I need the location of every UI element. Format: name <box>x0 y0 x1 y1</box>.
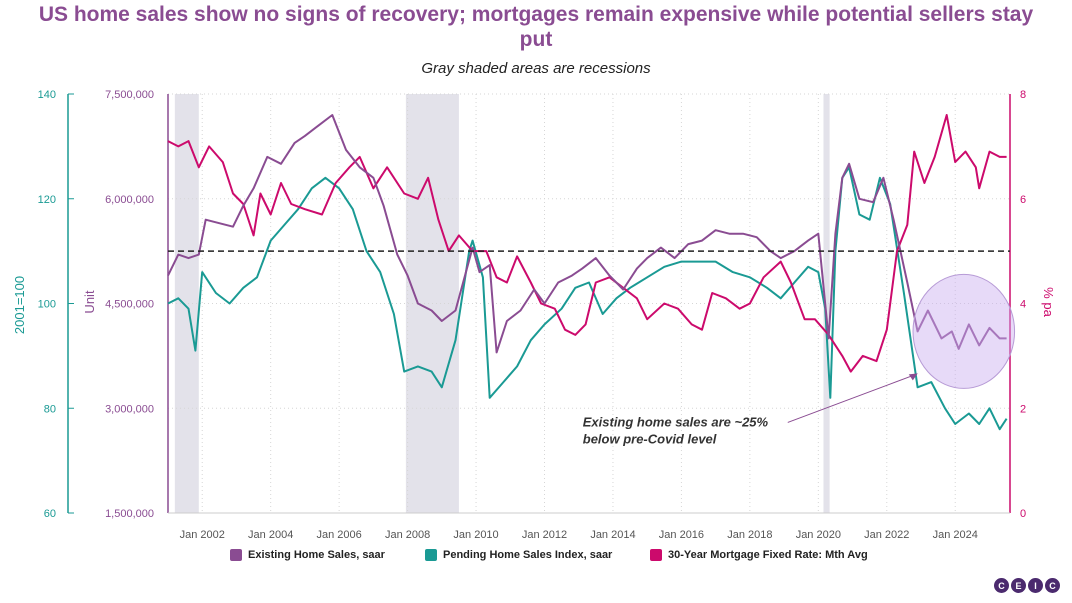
gridlines <box>168 93 1010 514</box>
index-tick-label: 100 <box>38 299 56 311</box>
unit-tick-label: 7,500,000 <box>105 89 154 101</box>
x-tick-label: Jan 2008 <box>385 529 430 541</box>
x-tick-label: Jan 2002 <box>180 529 225 541</box>
unit-tick-label: 4,500,000 <box>105 299 154 311</box>
x-tick-label: Jan 2022 <box>864 529 909 541</box>
unit-tick-label: 6,000,000 <box>105 194 154 206</box>
rate-tick-label: 2 <box>1020 403 1026 415</box>
index-tick-label: 120 <box>38 194 56 206</box>
existing-home-sales-line <box>167 114 1007 354</box>
index-tick-label: 80 <box>44 403 56 415</box>
axes: Jan 2002 Jan 2004 Jan 2006 Jan 2008 Jan 2010… <box>12 89 1056 541</box>
annotation-text: below pre-Covid level <box>583 431 717 446</box>
x-tick-label: Jan 2024 <box>933 529 978 541</box>
rate-tick-label: 6 <box>1020 194 1026 206</box>
legend-label-pending: Pending Home Sales Index, saar <box>443 549 613 561</box>
x-tick-label: Jan 2012 <box>522 529 567 541</box>
unit-tick-label: 3,000,000 <box>105 403 154 415</box>
x-tick-label: Jan 2018 <box>727 529 772 541</box>
recession-band <box>823 94 830 513</box>
rate-tick-label: 0 <box>1020 508 1026 520</box>
legend-label-existing: Existing Home Sales, saar <box>248 549 385 561</box>
legend-item-existing-home-sales[interactable]: Existing Home Sales, saar <box>230 549 385 561</box>
logo-letter: E <box>1011 578 1026 593</box>
legend-swatch-pending <box>425 549 437 561</box>
x-tick-label: Jan 2014 <box>590 529 635 541</box>
unit-tick-label: 1,500,000 <box>105 508 154 520</box>
annotation-layer: Existing home sales are ~25% below pre-Co… <box>168 250 1016 446</box>
index-tick-label: 140 <box>38 89 56 101</box>
rate-tick-label: 4 <box>1020 299 1026 311</box>
highlight-ellipse <box>912 273 1016 389</box>
legend-item-pending-home-sales[interactable]: Pending Home Sales Index, saar <box>425 549 612 561</box>
legend-label-mortgage: 30-Year Mortgage Fixed Rate: Mth Avg <box>668 549 868 561</box>
chart-title: US home sales show no signs of recovery;… <box>38 3 1034 51</box>
rate-axis-title: % pa <box>1041 287 1056 317</box>
logo-letter: I <box>1028 578 1043 593</box>
chart-subtitle: Gray shaded areas are recessions <box>421 60 651 77</box>
ceic-logo: C E I C <box>994 578 1060 593</box>
unit-axis-title: Unit <box>82 290 97 314</box>
legend-item-mortgage-rate[interactable]: 30-Year Mortgage Fixed Rate: Mth Avg <box>650 549 868 561</box>
legend: Existing Home Sales, saar Pending Home S… <box>0 549 1072 569</box>
annotation-arrowhead <box>908 373 918 381</box>
index-tick-label: 60 <box>44 508 56 520</box>
series-lines <box>167 114 1008 431</box>
x-tick-label: Jan 2016 <box>659 529 704 541</box>
annotation-arrow-line <box>787 373 916 423</box>
pending-home-sales-line <box>167 166 1008 431</box>
logo-letter: C <box>1045 578 1060 593</box>
x-tick-label: Jan 2020 <box>796 529 841 541</box>
x-tick-label: Jan 2006 <box>317 529 362 541</box>
legend-swatch-mortgage <box>650 549 662 561</box>
rate-tick-label: 8 <box>1020 89 1026 101</box>
mortgage-rate-line <box>167 114 1007 373</box>
x-tick-label: Jan 2004 <box>248 529 293 541</box>
annotation-text: Existing home sales are ~25% <box>583 414 769 429</box>
legend-swatch-existing <box>230 549 242 561</box>
logo-letter: C <box>994 578 1009 593</box>
index-axis-title: 2001=100 <box>12 276 27 334</box>
x-tick-label: Jan 2010 <box>453 529 498 541</box>
